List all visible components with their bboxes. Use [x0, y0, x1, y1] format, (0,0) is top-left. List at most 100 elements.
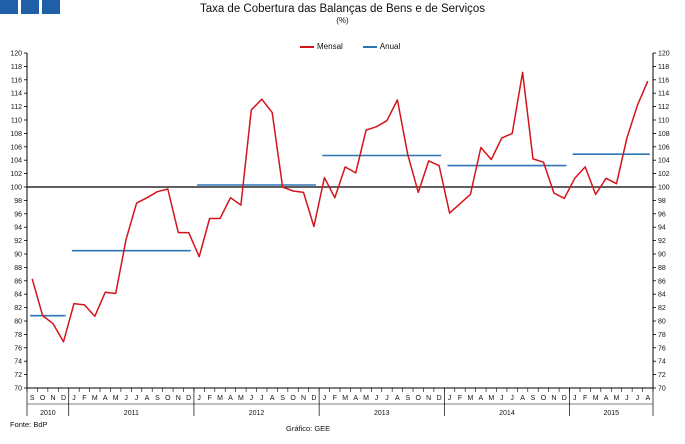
x-tick-label-month: J	[500, 395, 504, 402]
y-tick-label-right: 92	[658, 238, 666, 245]
x-tick-label-month: J	[636, 395, 640, 402]
y-tick-label-left: 116	[11, 77, 22, 84]
x-tick-label-month: M	[614, 395, 620, 402]
x-tick-label-month: N	[551, 395, 556, 402]
x-tick-label-month: D	[186, 395, 191, 402]
x-tick-label-month: J	[375, 395, 379, 402]
y-tick-label-left: 76	[14, 345, 22, 352]
y-tick-label-left: 114	[11, 91, 22, 98]
y-tick-label-right: 94	[658, 225, 666, 232]
x-tick-label-month: D	[311, 395, 316, 402]
x-tick-label-month: M	[92, 395, 98, 402]
y-tick-label-left: 102	[10, 171, 22, 178]
y-tick-label-right: 80	[658, 319, 666, 326]
y-tick-label-left: 86	[14, 278, 22, 285]
x-tick-label-month: S	[405, 395, 410, 402]
x-tick-label-month: J	[260, 395, 264, 402]
y-tick-label-left: 80	[14, 319, 22, 326]
y-tick-label-right: 110	[658, 118, 669, 125]
x-tick-label-month: M	[363, 395, 369, 402]
y-tick-label-right: 78	[658, 332, 666, 339]
x-tick-label-month: A	[145, 395, 150, 402]
y-tick-label-right: 98	[658, 198, 666, 205]
y-tick-label-left: 90	[14, 252, 22, 259]
y-tick-label-left: 78	[14, 332, 22, 339]
y-tick-label-left: 84	[14, 292, 22, 299]
y-tick-label-right: 104	[658, 158, 670, 165]
logo-block-3	[42, 0, 60, 14]
y-tick-label-right: 120	[658, 51, 670, 58]
x-tick-label-month: J	[72, 395, 76, 402]
x-tick-label-month: J	[448, 395, 452, 402]
y-tick-label-left: 120	[10, 51, 22, 58]
x-tick-label-month: N	[301, 395, 306, 402]
y-tick-label-left: 96	[14, 211, 22, 218]
x-tick-label-month: O	[416, 395, 422, 402]
x-tick-label-year: 2013	[374, 410, 390, 417]
x-tick-label-month: S	[280, 395, 285, 402]
y-tick-label-right: 108	[658, 131, 670, 138]
x-tick-label-year: 2011	[124, 410, 139, 417]
x-tick-label-month: M	[238, 395, 244, 402]
y-tick-label-left: 104	[10, 158, 22, 165]
x-tick-label-month: D	[437, 395, 442, 402]
y-tick-label-left: 82	[14, 305, 22, 312]
x-tick-label-month: J	[385, 395, 389, 402]
logo	[0, 0, 60, 14]
x-tick-label-month: A	[604, 395, 609, 402]
x-tick-label-month: S	[531, 395, 536, 402]
series-mensal-line	[31, 71, 649, 343]
x-tick-label-month: O	[40, 395, 46, 402]
x-tick-label-month: J	[573, 395, 577, 402]
y-tick-label-left: 74	[14, 359, 22, 366]
x-tick-label-month: A	[520, 395, 525, 402]
x-tick-label-month: O	[165, 395, 171, 402]
x-tick-label-month: M	[488, 395, 494, 402]
x-tick-label-month: J	[510, 395, 514, 402]
chart-legend: Mensal Anual	[300, 42, 414, 51]
x-tick-label-month: S	[30, 395, 35, 402]
y-tick-label-right: 116	[658, 77, 669, 84]
y-tick-label-left: 106	[10, 144, 22, 151]
x-tick-label-month: M	[342, 395, 348, 402]
x-tick-label-year: 2015	[603, 410, 619, 417]
legend-item-anual: Anual	[362, 42, 401, 51]
legend-label-anual: Anual	[379, 42, 401, 51]
x-tick-label-month: J	[250, 395, 254, 402]
legend-swatch-mensal	[300, 45, 314, 48]
x-tick-label-month: F	[82, 395, 86, 402]
x-tick-label-month: N	[51, 395, 56, 402]
y-tick-label-left: 88	[14, 265, 22, 272]
y-tick-label-left: 112	[11, 104, 22, 111]
legend-item-mensal: Mensal	[300, 42, 343, 51]
x-tick-label-month: M	[467, 395, 473, 402]
logo-block-2	[21, 0, 39, 14]
y-tick-label-right: 86	[658, 278, 666, 285]
x-tick-label-month: J	[323, 395, 327, 402]
x-tick-label-month: A	[103, 395, 108, 402]
y-tick-label-right: 82	[658, 305, 666, 312]
x-tick-label-month: N	[176, 395, 181, 402]
y-tick-label-left: 118	[11, 64, 22, 71]
source-note: Fonte: BdP	[10, 420, 48, 429]
x-tick-label-month: M	[593, 395, 599, 402]
credit-note: Gráfico: GEE	[286, 424, 331, 433]
y-tick-label-right: 96	[658, 211, 666, 218]
x-tick-label-month: F	[207, 395, 211, 402]
y-tick-label-right: 90	[658, 252, 666, 259]
x-tick-label-month: D	[562, 395, 567, 402]
legend-label-mensal: Mensal	[317, 42, 343, 51]
x-tick-label-month: M	[113, 395, 119, 402]
y-tick-label-right: 112	[658, 104, 669, 111]
x-tick-label-month: J	[197, 395, 201, 402]
x-tick-label-month: A	[645, 395, 650, 402]
x-tick-label-year: 2010	[40, 410, 56, 417]
y-tick-label-right: 118	[658, 64, 669, 71]
legend-swatch-anual	[362, 45, 377, 48]
chart-subtitle: (%)	[336, 16, 349, 25]
y-tick-label-right: 114	[658, 91, 669, 98]
logo-block-1	[0, 0, 18, 14]
x-tick-label-year: 2012	[249, 410, 265, 417]
x-tick-label-month: F	[583, 395, 587, 402]
